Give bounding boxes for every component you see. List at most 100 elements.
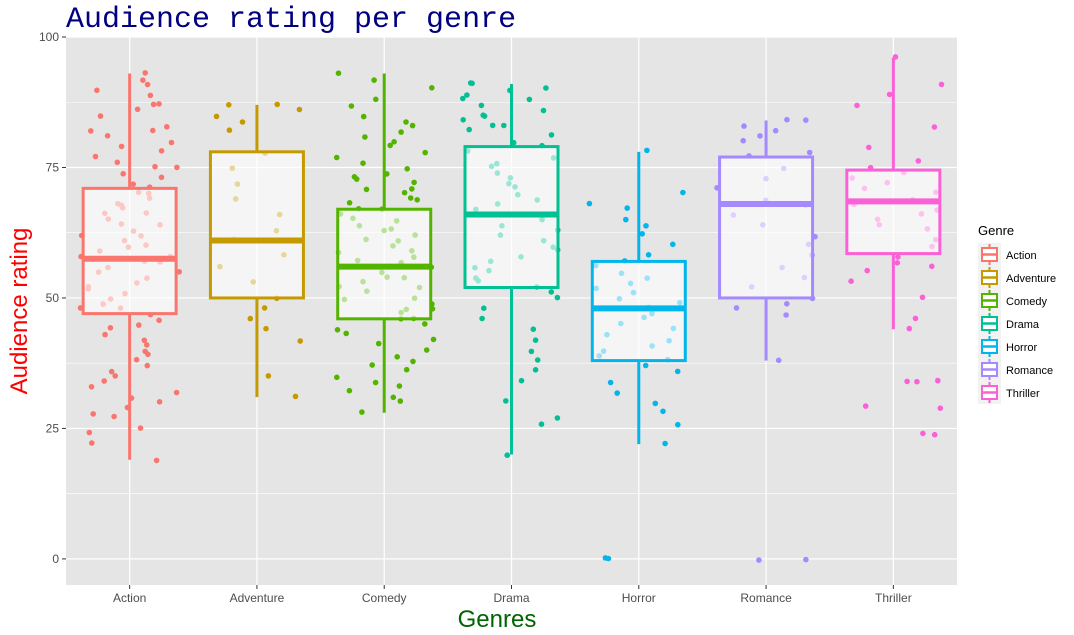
- data-point: [532, 367, 539, 373]
- data-point: [144, 362, 151, 369]
- data-point: [226, 127, 233, 133]
- legend-item-drama: Drama: [978, 312, 1040, 335]
- data-point: [534, 357, 541, 363]
- data-point: [429, 85, 435, 91]
- legend: Genre Action Adventure Comedy Drama Horror Ro…: [978, 223, 1056, 404]
- data-point: [394, 354, 401, 360]
- data-point: [644, 147, 650, 154]
- legend-label: Action: [1006, 250, 1037, 262]
- data-point: [372, 379, 379, 386]
- data-point: [147, 92, 154, 99]
- data-point: [414, 197, 421, 203]
- data-point: [102, 331, 108, 338]
- legend-item-action: Action: [978, 243, 1037, 266]
- data-point: [173, 389, 180, 396]
- data-point: [92, 153, 99, 160]
- data-point: [422, 321, 428, 327]
- boxplot-horror: [586, 147, 687, 562]
- data-point: [94, 87, 100, 94]
- data-point: [261, 305, 268, 311]
- data-point: [803, 556, 809, 563]
- data-point: [164, 124, 170, 130]
- data-point: [540, 107, 547, 114]
- x-tick-label: Action: [113, 591, 146, 605]
- data-point: [375, 340, 382, 347]
- data-point: [108, 368, 115, 375]
- y-tick-label: 0: [52, 552, 59, 566]
- data-point: [938, 81, 945, 88]
- legend-label: Romance: [1006, 365, 1053, 377]
- legend-item-adventure: Adventure: [978, 266, 1056, 289]
- data-point: [886, 91, 893, 98]
- box: [718, 155, 815, 300]
- legend-label: Thriller: [1006, 388, 1040, 400]
- data-point: [265, 373, 272, 379]
- data-point: [403, 119, 409, 125]
- data-point: [387, 142, 394, 149]
- x-tick-label: Horror: [622, 591, 656, 605]
- data-point: [111, 413, 117, 420]
- data-point: [772, 127, 779, 134]
- data-point: [466, 126, 473, 133]
- data-point: [503, 398, 509, 404]
- data-point: [152, 163, 158, 170]
- data-point: [423, 347, 430, 353]
- data-point: [134, 106, 141, 113]
- data-point: [346, 200, 353, 206]
- data-point: [741, 123, 747, 129]
- data-point: [935, 377, 941, 384]
- data-point: [174, 164, 180, 171]
- data-point: [548, 132, 555, 138]
- data-point: [662, 440, 668, 447]
- legend-label: Adventure: [1006, 273, 1056, 285]
- data-point: [158, 148, 165, 154]
- data-point: [292, 393, 299, 400]
- data-point: [112, 373, 118, 379]
- y-tick-label: 50: [46, 291, 60, 305]
- data-point: [156, 101, 162, 107]
- x-axis: Action Adventure Comedy Drama Horror Romance T…: [113, 585, 912, 605]
- data-point: [403, 366, 410, 373]
- data-point: [931, 431, 938, 438]
- data-point: [369, 362, 376, 368]
- x-tick-label: Romance: [740, 591, 792, 605]
- legend-item-comedy: Comedy: [978, 289, 1047, 312]
- data-point: [86, 429, 93, 436]
- data-point: [660, 408, 666, 415]
- data-point: [404, 166, 411, 172]
- data-point: [775, 357, 782, 364]
- data-point: [518, 377, 525, 384]
- data-point: [156, 399, 163, 405]
- data-point: [866, 144, 872, 151]
- data-point: [363, 186, 370, 193]
- data-point: [239, 119, 246, 125]
- data-point: [919, 294, 926, 301]
- data-point: [176, 269, 182, 275]
- data-point: [343, 330, 350, 337]
- data-point: [733, 305, 740, 311]
- data-point: [90, 411, 96, 417]
- x-tick-label: Drama: [493, 591, 529, 605]
- x-axis-label: Genres: [458, 606, 537, 633]
- y-axis: 0 25 50 75 100: [39, 30, 66, 566]
- data-point: [297, 338, 304, 344]
- data-point: [756, 557, 762, 563]
- data-point: [348, 103, 355, 109]
- data-point: [920, 430, 926, 437]
- data-point: [740, 137, 746, 144]
- data-point: [528, 348, 535, 355]
- data-point: [145, 351, 151, 358]
- data-point: [422, 149, 429, 156]
- data-point: [806, 149, 813, 156]
- data-point: [652, 400, 659, 407]
- data-point: [605, 555, 612, 562]
- y-tick-label: 100: [39, 30, 59, 44]
- data-point: [430, 336, 437, 343]
- data-point: [362, 134, 368, 140]
- data-point: [501, 122, 507, 129]
- data-point: [97, 113, 104, 119]
- data-point: [104, 133, 111, 139]
- data-point: [643, 223, 649, 229]
- data-point: [409, 122, 416, 129]
